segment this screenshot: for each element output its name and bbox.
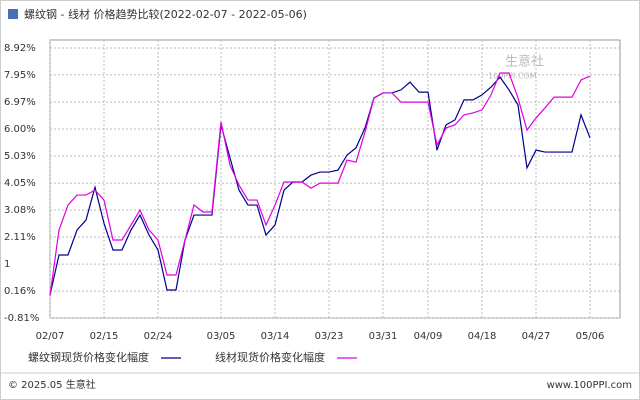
chart-title: 螺纹钢 - 线材 价格趋势比较(2022-02-07 - 2022-05-06) [24,7,307,21]
series-line [49,72,591,296]
y-tick-label: 8.92% [4,43,36,54]
y-tick-label: 1 [4,259,10,270]
y-tick-label: 3.08% [4,205,36,216]
x-tick-label: 03/23 [315,331,344,342]
y-tick-label: 7.95% [4,70,36,81]
watermark-sub: 100PPI.COM [488,72,537,81]
y-tick-label: 6.97% [4,97,36,108]
y-tick-label: 6.00% [4,124,36,135]
x-tick-label: 05/06 [576,331,605,342]
watermark: 生意社 [505,54,544,70]
y-tick-label: 4.05% [4,178,36,189]
x-tick-label: 04/18 [468,331,497,342]
x-tick-label: 02/07 [36,331,65,342]
x-tick-label: 04/27 [522,331,551,342]
x-tick-label: 02/24 [144,331,173,342]
footer-copyright: © 2025.05 生意社 [8,378,96,391]
legend-label: 线材现货价格变化幅度 [215,350,325,364]
x-tick-label: 03/14 [261,331,290,342]
footer-site: www.100PPI.com [547,380,632,391]
legend-label: 螺纹钢现货价格变化幅度 [28,350,149,364]
y-tick-label: 2.11% [4,232,36,243]
y-tick-label: -0.81% [4,313,39,324]
series-line [49,76,591,296]
x-tick-label: 03/31 [369,331,398,342]
x-tick-label: 03/05 [207,331,236,342]
y-tick-label: 0.16% [4,286,36,297]
x-tick-label: 04/09 [414,331,443,342]
title-icon [8,9,18,19]
x-tick-label: 02/15 [90,331,119,342]
y-tick-label: 5.03% [4,151,36,162]
